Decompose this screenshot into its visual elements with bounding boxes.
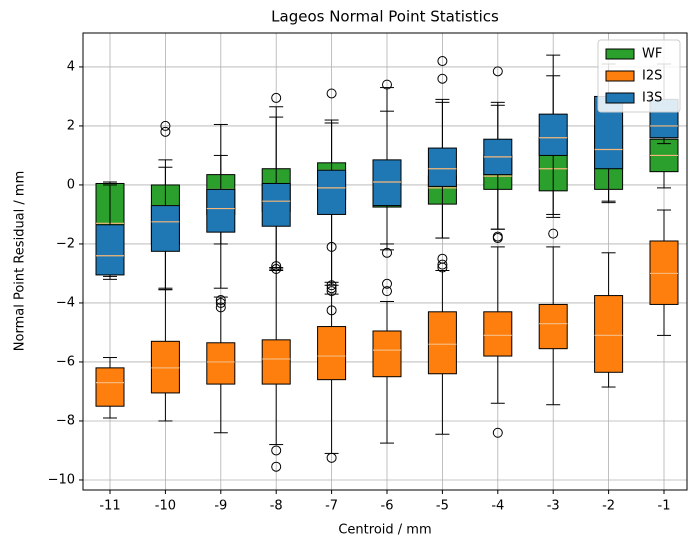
x-tick-label: -1 — [658, 499, 671, 514]
x-tick-label: -7 — [325, 499, 338, 514]
flier — [437, 262, 448, 273]
flier — [326, 283, 337, 294]
x-axis-label: Centroid / mm — [338, 523, 431, 538]
box — [649, 240, 679, 305]
x-tick-label: -11 — [99, 499, 120, 514]
flier — [160, 126, 171, 137]
flier — [160, 120, 171, 131]
y-tick-label: −2 — [56, 236, 75, 251]
box — [372, 330, 402, 378]
legend-swatch — [605, 70, 635, 82]
flier — [492, 427, 503, 438]
flier — [215, 302, 226, 313]
legend-label: I3S — [642, 91, 662, 106]
flier — [437, 73, 448, 84]
flier — [326, 286, 337, 297]
box — [206, 188, 236, 233]
chart-title: Lageos Normal Point Statistics — [271, 8, 499, 26]
y-tick-label: 2 — [67, 118, 75, 133]
x-tick-label: -4 — [491, 499, 504, 514]
y-tick-label: −10 — [48, 472, 75, 487]
y-axis-label: Normal Point Residual / mm — [13, 171, 28, 351]
flier — [215, 295, 226, 306]
x-tick-label: -10 — [155, 499, 176, 514]
flier — [492, 233, 503, 244]
x-tick-label: -3 — [547, 499, 560, 514]
flier — [548, 228, 559, 239]
flier — [492, 66, 503, 77]
box — [150, 205, 180, 252]
flier — [382, 278, 392, 289]
y-tick-label: 4 — [67, 59, 75, 74]
box — [317, 169, 347, 215]
flier — [271, 445, 282, 456]
flier — [382, 247, 392, 258]
y-tick-label: −8 — [56, 413, 75, 428]
flier — [326, 305, 337, 316]
box — [538, 303, 568, 350]
flier — [326, 241, 337, 252]
flier — [382, 79, 392, 90]
y-tick-label: 0 — [67, 177, 75, 192]
legend-swatch — [605, 48, 635, 60]
flier — [271, 92, 282, 103]
box — [538, 113, 568, 156]
box — [594, 295, 624, 373]
box — [206, 342, 236, 385]
x-tick-label: -5 — [436, 499, 449, 514]
box — [95, 224, 125, 276]
flier — [437, 259, 448, 270]
plot-area — [95, 54, 679, 472]
box — [150, 340, 180, 394]
flier — [271, 461, 282, 472]
flier — [326, 452, 337, 463]
x-tick-label: -9 — [214, 499, 227, 514]
box — [427, 147, 457, 187]
plot-frame — [82, 32, 688, 491]
box — [95, 367, 125, 407]
legend-label: WF — [642, 47, 662, 62]
y-tick-label: −4 — [56, 295, 75, 310]
x-tick-label: -2 — [602, 499, 615, 514]
box — [261, 339, 291, 385]
box — [427, 311, 457, 375]
flier — [437, 56, 448, 67]
legend-label: I2S — [642, 69, 662, 84]
x-tick-label: -8 — [270, 499, 283, 514]
flier — [382, 286, 392, 297]
box — [372, 159, 402, 207]
legend-swatch — [605, 92, 635, 104]
y-tick-label: −6 — [56, 354, 75, 369]
flier — [215, 297, 226, 308]
box — [261, 182, 291, 227]
box — [483, 311, 513, 357]
flier — [326, 88, 337, 99]
box — [317, 326, 347, 381]
x-tick-label: -6 — [381, 499, 394, 514]
